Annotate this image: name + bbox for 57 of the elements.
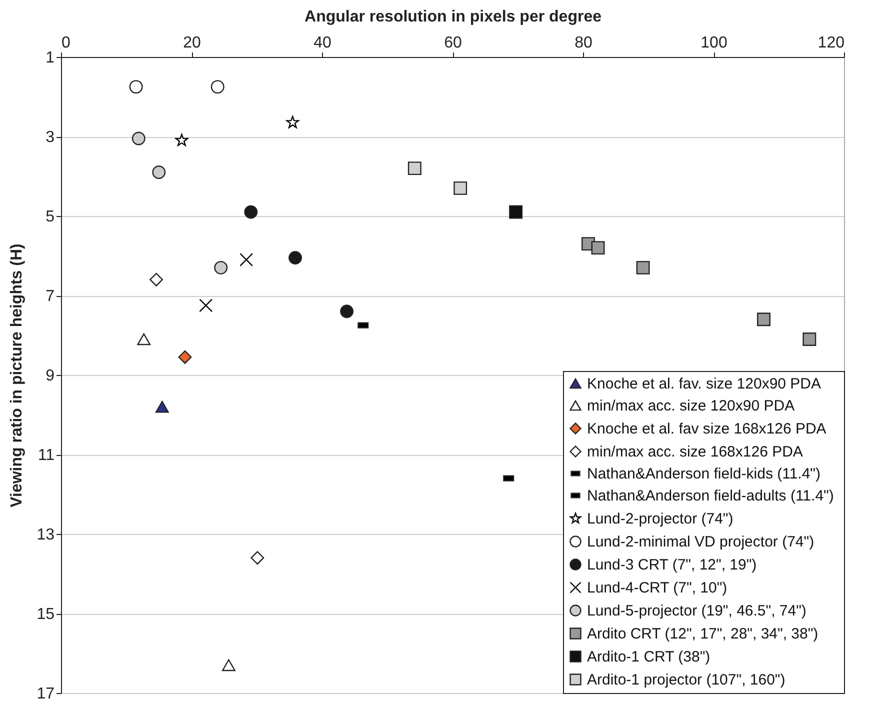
point	[288, 251, 302, 264]
x-axis-title: Angular resolution in pixels per degree	[304, 8, 602, 26]
point	[132, 132, 146, 146]
point	[408, 162, 422, 176]
point	[137, 333, 151, 346]
y-tick-label: 15	[36, 606, 55, 623]
x-tick-label: 0	[62, 34, 70, 52]
legend-label: Lund-2-minimal VD projector (74")	[587, 534, 814, 550]
point	[509, 205, 523, 219]
y-tick-label: 17	[36, 686, 55, 702]
point	[178, 350, 192, 364]
point	[214, 260, 228, 274]
point	[222, 659, 236, 672]
legend-label: Knoche et al. fav. size 120x90 PDA	[587, 376, 822, 392]
legend-label: Ardito-1 CRT (38")	[587, 648, 710, 666]
x-tick-label: 120	[818, 34, 845, 52]
legend-label: Nathan&Anderson field-kids (11.4")	[587, 466, 821, 482]
x-tick-label: 100	[700, 34, 728, 52]
y-tick-label: 1	[46, 50, 55, 66]
legend-label: Lund-3 CRT (7", 12", 19")	[587, 556, 757, 574]
y-axis-title: Viewing ratio in picture heights (H)	[8, 244, 26, 508]
y-tick-label: 5	[46, 208, 55, 226]
legend-label: Lund-5-projector (19", 46.5", 74")	[587, 602, 806, 620]
x-tick-label: 60	[444, 34, 462, 52]
point	[155, 400, 169, 413]
point	[199, 298, 213, 312]
legend-label: Lund-4-CRT (7", 10")	[587, 580, 728, 596]
point	[175, 134, 188, 146]
point	[802, 332, 816, 346]
y-tick-label: 11	[38, 447, 55, 464]
x-tick-label: 20	[183, 34, 201, 52]
y-tick-label: 7	[46, 288, 55, 305]
x-tick-label: 80	[574, 34, 592, 52]
y-tick-label: 9	[46, 368, 55, 384]
y-tick-label: 13	[36, 526, 55, 544]
point	[210, 80, 224, 94]
point	[250, 551, 264, 565]
legend-label: min/max acc. size 168x126 PDA	[587, 444, 803, 460]
point	[636, 260, 650, 274]
legend-label: Lund-2-projector (74")	[587, 510, 734, 528]
legend-label: Knoche et al. fav size 168x126 PDA	[587, 420, 826, 438]
point	[340, 304, 354, 318]
legend-label: min/max acc. size 120x90 PDA	[587, 398, 795, 414]
point	[244, 205, 258, 219]
y-tick-label: 3	[46, 129, 55, 146]
x-tick-label: 40	[314, 34, 332, 52]
point	[757, 312, 770, 326]
legend-label: Ardito CRT (12", 17", 28", 34", 38")	[587, 626, 818, 642]
legend-label: Nathan&Anderson field-adults (11.4")	[587, 488, 834, 504]
point	[150, 272, 163, 286]
point	[240, 253, 254, 266]
point	[591, 241, 605, 255]
point	[129, 80, 143, 94]
point	[454, 181, 468, 195]
point	[152, 166, 166, 179]
legend-label: Ardito-1 projector (107", 160")	[587, 672, 786, 688]
point	[286, 116, 300, 128]
